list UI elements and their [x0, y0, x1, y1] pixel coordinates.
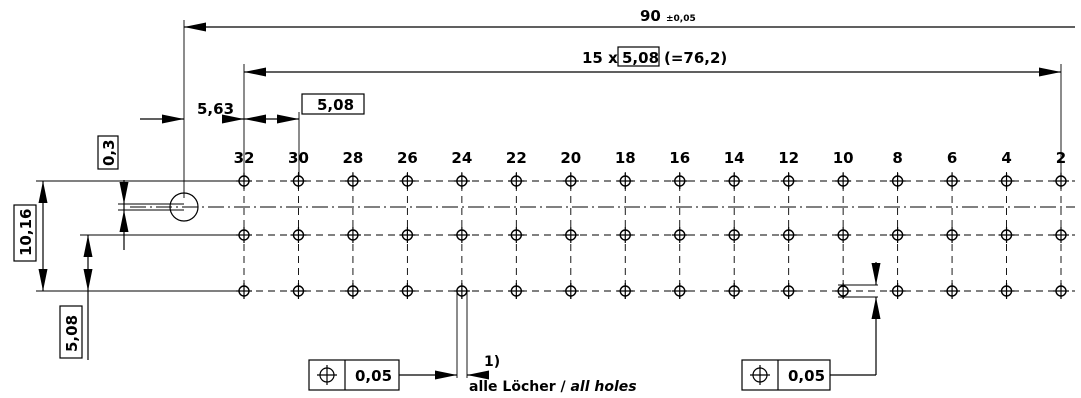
arrowhead-down	[871, 263, 881, 285]
pin-label: 4	[1001, 149, 1011, 167]
arrowhead-up	[38, 181, 48, 203]
arrowhead-right	[162, 114, 184, 124]
tolerance-value-left: 0,05	[355, 367, 392, 385]
row-offset-value: 0,3	[100, 139, 118, 166]
arrowhead-left	[244, 67, 266, 77]
pin-label: 12	[778, 149, 799, 167]
pitch-basic-box-small	[301, 93, 365, 115]
pin-label: 2	[1056, 149, 1066, 167]
arrowhead-right	[1039, 67, 1061, 77]
arrowhead-down	[83, 269, 93, 291]
pin-grid: 32 30 28 26 24 22 20 18 16 14 12 10 8 6 4 2	[234, 149, 1069, 300]
arrowhead-up	[119, 210, 129, 232]
arrowhead-right	[435, 370, 457, 380]
pin-label: 22	[506, 149, 527, 167]
row-offset-box	[97, 135, 119, 170]
pitch-span-suffix: (=76,2)	[664, 49, 727, 67]
overall-dimension-tolerance: ±0,05	[666, 14, 696, 24]
overall-dimension-value: 90	[640, 7, 661, 25]
pin-label: 20	[560, 149, 581, 167]
pin-label: 30	[288, 149, 309, 167]
offset-5-63-value: 5,63	[197, 100, 234, 118]
pitch-span-pitch: 5,08	[622, 49, 659, 67]
height-5-08-box	[59, 305, 83, 359]
height-5-08-value: 5,08	[63, 315, 81, 352]
arrowhead-down	[119, 182, 129, 204]
tolerance-value-right: 0,05	[788, 367, 825, 385]
note-reference: 1)	[484, 354, 500, 370]
pitch-box-value: 5,08	[317, 96, 354, 114]
note-text: alle Löcher / all holes	[469, 379, 637, 395]
pin-label: 32	[234, 149, 255, 167]
pin-label: 18	[615, 149, 636, 167]
note-text-en: all holes	[570, 379, 636, 395]
arrowhead-up	[871, 297, 881, 319]
arrowhead-left	[467, 370, 489, 380]
arrowhead-down	[38, 269, 48, 291]
pin-label: 28	[342, 149, 363, 167]
pitch-basic-box	[617, 46, 660, 67]
height-10-16-value: 10,16	[17, 209, 35, 256]
position-icon	[317, 365, 337, 385]
pin-label: 8	[892, 149, 902, 167]
position-icon	[750, 365, 770, 385]
arrowhead-left	[244, 114, 266, 124]
pin-label: 26	[397, 149, 418, 167]
pin-label: 24	[451, 149, 472, 167]
pitch-span-prefix: 15 x	[582, 49, 618, 67]
arrowhead-up	[83, 235, 93, 257]
arrowhead-right	[277, 114, 299, 124]
pin-label: 10	[833, 149, 854, 167]
height-10-16-box	[13, 204, 37, 262]
pin-label: 14	[724, 149, 745, 167]
arrowhead-left	[184, 22, 206, 32]
note-text-de: alle Löcher /	[469, 379, 570, 395]
pin-label: 16	[669, 149, 690, 167]
pin-label: 6	[947, 149, 957, 167]
